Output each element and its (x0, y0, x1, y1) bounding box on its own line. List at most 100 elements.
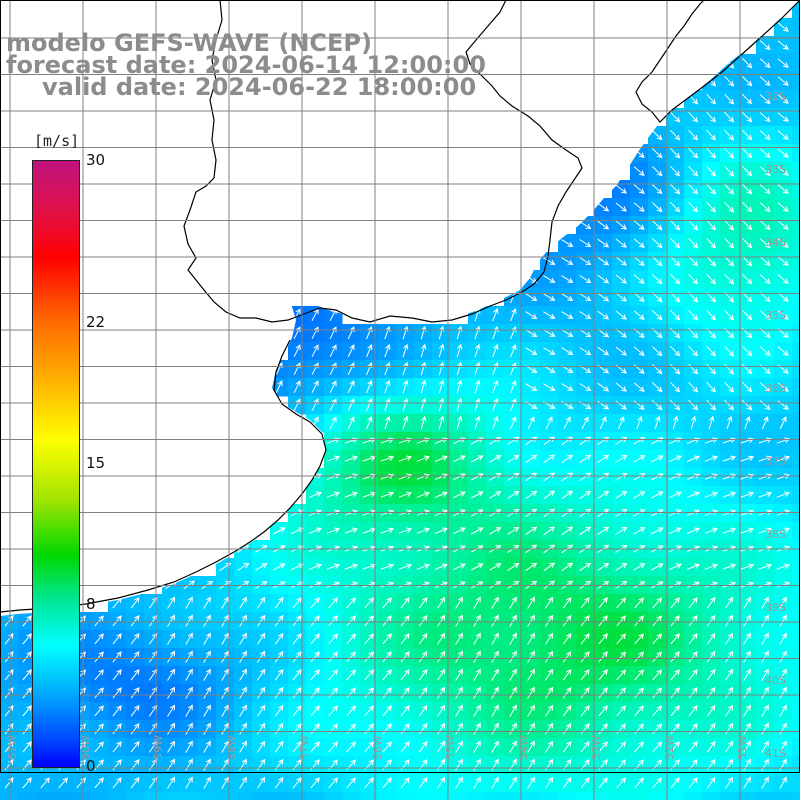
wind-arrow (328, 705, 338, 717)
wind-arrow (292, 651, 302, 663)
wind-arrow (438, 343, 445, 358)
wind-arrow (688, 597, 698, 609)
wind-arrow (382, 705, 392, 717)
wind-arrow (562, 596, 572, 609)
wind-arrow (708, 415, 715, 430)
wind-arrow (597, 310, 610, 320)
wind-arrow (510, 416, 517, 430)
wind-arrow (688, 111, 699, 123)
wind-arrow (579, 311, 592, 320)
wind-arrow (418, 614, 428, 627)
wind-arrow (112, 777, 122, 789)
wind-arrow (418, 668, 428, 681)
wind-arrow (22, 651, 32, 663)
wind-arrow (509, 758, 517, 771)
wind-arrow (400, 705, 410, 717)
wind-arrow (744, 415, 751, 430)
wind-arrow (634, 633, 644, 645)
wind-arrow (651, 148, 663, 159)
wind-arrow (525, 329, 538, 337)
wind-arrow (366, 380, 373, 394)
wind-arrow (686, 455, 700, 462)
wind-arrow (471, 527, 484, 535)
wind-arrow (779, 668, 787, 681)
wind-arrow (706, 183, 716, 195)
wind-speed-cell (756, 792, 775, 800)
wind-arrow (722, 527, 737, 534)
wind-arrow (777, 130, 789, 140)
wind-arrow (525, 311, 538, 319)
wind-arrow (402, 379, 409, 394)
wind-arrow (544, 596, 554, 609)
wind-arrow (203, 632, 211, 645)
wind-speed-cell (792, 270, 800, 289)
wind-arrow (311, 344, 319, 358)
wind-arrow (455, 722, 463, 735)
wind-speed-cell (792, 0, 800, 19)
wind-arrow (706, 614, 716, 627)
wind-arrow (724, 201, 735, 213)
wind-arrow (256, 740, 266, 753)
wind-arrow (562, 776, 572, 789)
wind-arrow (740, 563, 755, 570)
wind-arrow (777, 94, 789, 104)
wind-arrow (491, 614, 499, 627)
wind-arrow (598, 615, 608, 627)
wind-arrow (274, 758, 284, 771)
wind-arrow (598, 633, 608, 645)
wind-arrow (759, 94, 771, 105)
wind-arrow (491, 740, 499, 753)
wind-arrow (688, 219, 699, 231)
wind-speed-cell (792, 792, 800, 800)
wind-arrow (274, 704, 284, 717)
wind-arrow (384, 415, 391, 430)
wind-arrow (22, 741, 32, 753)
wind-arrow (456, 397, 463, 412)
wind-speed-cell (792, 198, 800, 217)
wind-speed-cell (792, 630, 800, 649)
wind-arrow (742, 112, 753, 123)
wind-arrow (525, 436, 538, 446)
wind-arrow (130, 686, 140, 699)
wind-arrow (366, 416, 373, 430)
wind-arrow (510, 308, 517, 322)
longitude-label: 61W (6, 735, 19, 760)
wind-arrow (474, 343, 481, 358)
wind-arrow (527, 650, 535, 663)
wind-arrow (418, 686, 428, 699)
wind-arrow (380, 491, 395, 498)
wind-arrow (167, 686, 176, 699)
wind-arrow (527, 704, 535, 717)
wind-speed-cell (72, 792, 91, 800)
wind-arrow (221, 758, 229, 771)
wind-arrow (779, 758, 787, 771)
wind-arrow (562, 614, 572, 627)
wind-arrow (185, 722, 193, 735)
wind-arrow (507, 436, 520, 445)
wind-arrow (616, 741, 626, 753)
wind-arrow (346, 633, 356, 645)
wind-arrow (706, 255, 716, 267)
wind-arrow (580, 705, 590, 717)
wind-arrow (420, 397, 427, 412)
wind-arrow (527, 668, 535, 681)
wind-arrow (382, 777, 392, 789)
wind-arrow (203, 668, 211, 681)
wind-arrow (615, 184, 627, 194)
wind-arrow (507, 526, 520, 535)
wind-arrow (310, 777, 320, 789)
wind-arrow (777, 310, 789, 320)
wind-arrow (471, 563, 484, 571)
wind-arrow (670, 777, 680, 789)
wind-arrow (616, 723, 626, 735)
wind-arrow (416, 473, 431, 480)
wind-arrow (203, 740, 211, 753)
wind-arrow (633, 220, 645, 230)
wind-arrow (509, 596, 517, 609)
wind-arrow (724, 345, 735, 357)
wind-arrow (274, 596, 284, 609)
wind-arrow (688, 723, 698, 735)
wind-speed-cell (0, 792, 19, 800)
wind-speed-cell (288, 792, 307, 800)
wind-arrow (346, 687, 356, 699)
